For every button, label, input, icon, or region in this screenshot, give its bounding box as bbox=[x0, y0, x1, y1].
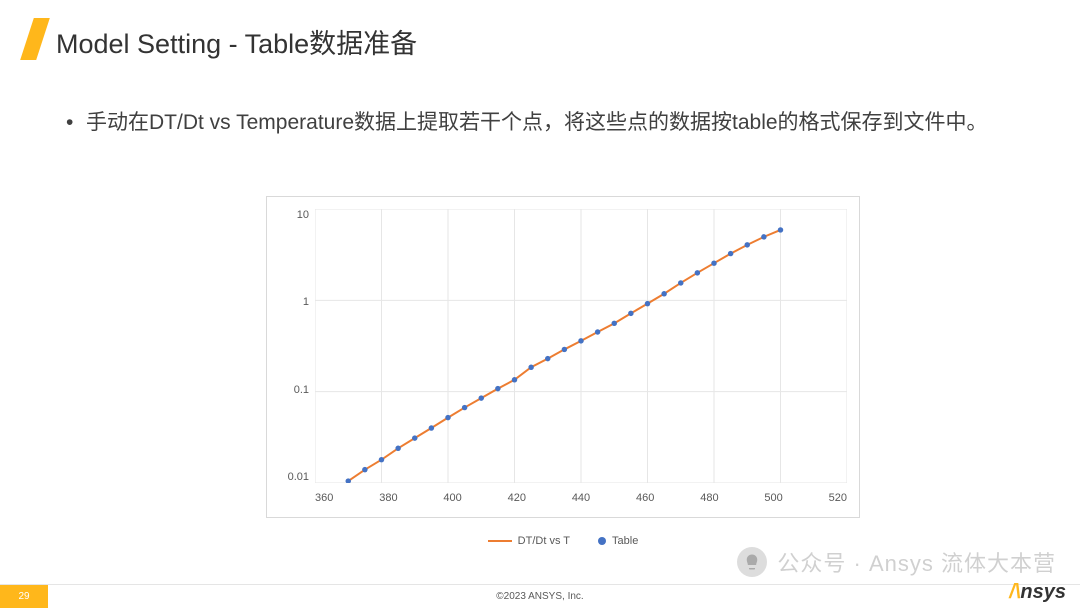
series-dot-Table bbox=[429, 425, 434, 430]
y-axis-labels: 10 1 0.1 0.01 bbox=[267, 209, 309, 483]
chart-series bbox=[346, 227, 784, 483]
logo-slash: /\ bbox=[1009, 581, 1020, 603]
title-accent-bar bbox=[20, 18, 50, 60]
series-dot-Table bbox=[379, 457, 384, 462]
series-dot-Table bbox=[711, 260, 716, 265]
series-dot-Table bbox=[462, 405, 467, 410]
y-tick-label: 1 bbox=[267, 296, 309, 308]
chart-plot-area: 10 1 0.1 0.01 360 380 400 420 440 460 480 500 520 bbox=[266, 196, 860, 518]
legend-item: Table bbox=[598, 535, 638, 547]
series-dot-Table bbox=[412, 435, 417, 440]
chart-grid bbox=[315, 209, 847, 483]
chart-container: 10 1 0.1 0.01 360 380 400 420 440 460 480 500 520 D… bbox=[258, 196, 868, 554]
y-tick-label: 0.01 bbox=[267, 471, 309, 483]
slide-footer: 29 ©2023 ANSYS, Inc. bbox=[0, 584, 1080, 608]
legend-item: DT/Dt vs T bbox=[488, 535, 570, 547]
legend-label: DT/Dt vs T bbox=[518, 535, 570, 547]
x-axis-labels: 360 380 400 420 440 460 480 500 520 bbox=[315, 492, 847, 514]
series-dot-Table bbox=[778, 227, 783, 232]
chart-svg bbox=[315, 209, 847, 483]
series-line-DT/Dt vs T bbox=[348, 230, 780, 481]
legend-swatch-line bbox=[488, 540, 512, 542]
series-dot-Table bbox=[528, 365, 533, 370]
x-tick-label: 480 bbox=[700, 492, 718, 514]
legend-swatch-dot bbox=[598, 537, 606, 545]
series-dot-Table bbox=[695, 270, 700, 275]
series-dot-Table bbox=[728, 251, 733, 256]
x-tick-label: 460 bbox=[636, 492, 654, 514]
series-dot-Table bbox=[512, 377, 517, 382]
x-tick-label: 500 bbox=[764, 492, 782, 514]
ansys-logo: /\nsys bbox=[1009, 581, 1066, 604]
slide-title: Model Setting - Table数据准备 bbox=[56, 22, 417, 61]
series-dot-Table bbox=[595, 329, 600, 334]
x-tick-label: 400 bbox=[443, 492, 461, 514]
x-tick-label: 520 bbox=[829, 492, 847, 514]
page-number: 29 bbox=[0, 585, 48, 608]
series-dot-Table bbox=[761, 234, 766, 239]
series-dot-Table bbox=[628, 311, 633, 316]
series-dot-Table bbox=[612, 321, 617, 326]
y-tick-label: 10 bbox=[267, 209, 309, 221]
legend-label: Table bbox=[612, 535, 638, 547]
series-dot-Table bbox=[661, 291, 666, 296]
series-dot-Table bbox=[395, 446, 400, 451]
series-dot-Table bbox=[445, 415, 450, 420]
x-tick-label: 420 bbox=[508, 492, 526, 514]
series-dot-Table bbox=[645, 301, 650, 306]
series-dot-Table bbox=[678, 280, 683, 285]
x-tick-label: 380 bbox=[379, 492, 397, 514]
series-dot-Table bbox=[745, 242, 750, 247]
series-dot-Table bbox=[578, 338, 583, 343]
series-dot-Table bbox=[495, 386, 500, 391]
slide: Model Setting - Table数据准备 手动在DT/Dt vs Te… bbox=[0, 0, 1080, 608]
chart-plot bbox=[315, 209, 847, 483]
copyright-text: ©2023 ANSYS, Inc. bbox=[0, 591, 1080, 602]
y-tick-label: 0.1 bbox=[267, 384, 309, 396]
logo-text: nsys bbox=[1020, 581, 1066, 603]
series-dot-Table bbox=[479, 395, 484, 400]
x-tick-label: 440 bbox=[572, 492, 590, 514]
chart-legend: DT/Dt vs T Table bbox=[258, 528, 868, 554]
bullet-item: 手动在DT/Dt vs Temperature数据上提取若干个点，将这些点的数据… bbox=[62, 108, 1030, 138]
series-dot-Table bbox=[562, 347, 567, 352]
series-dot-Table bbox=[545, 356, 550, 361]
series-dot-Table bbox=[362, 467, 367, 472]
slide-body: 手动在DT/Dt vs Temperature数据上提取若干个点，将这些点的数据… bbox=[62, 108, 1030, 138]
x-tick-label: 360 bbox=[315, 492, 333, 514]
